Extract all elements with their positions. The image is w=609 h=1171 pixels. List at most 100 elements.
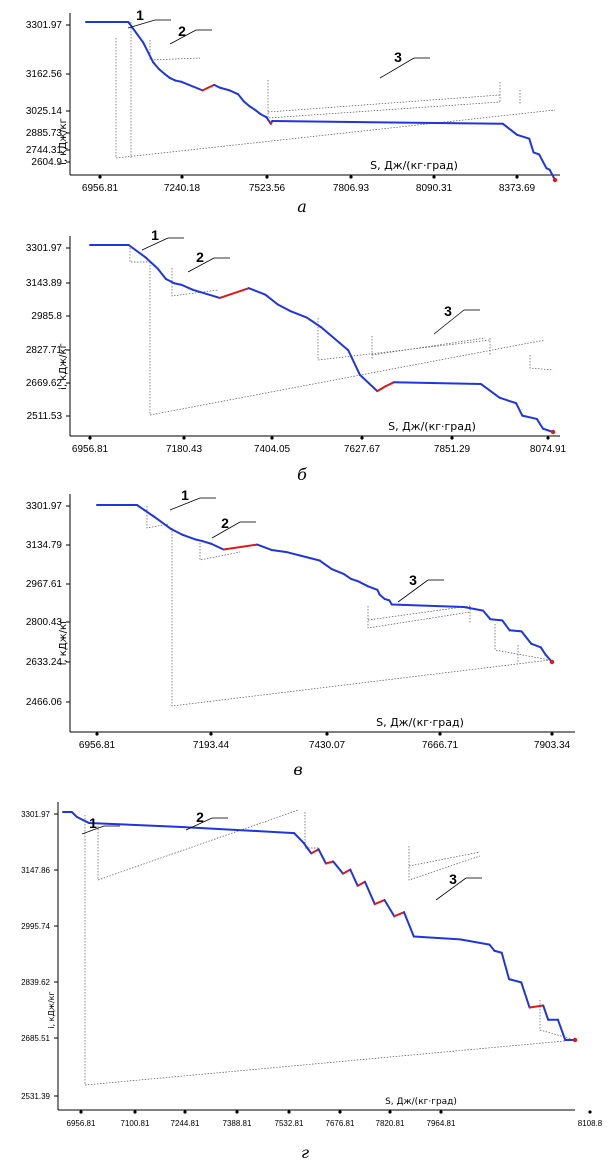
x-axis-label: S, Дж/(кг·град) — [385, 1097, 457, 1107]
x-tick-mark — [515, 175, 519, 179]
callout-number: 1 — [89, 815, 97, 831]
y-tick-label: 2885.73 — [26, 128, 63, 139]
x-tick-mark — [360, 436, 364, 440]
process-segment — [318, 559, 333, 571]
process-segment — [152, 515, 172, 530]
process-segment — [82, 819, 90, 824]
y-tick-label: 2466.06 — [26, 697, 63, 708]
y-tick-label: 3301.97 — [26, 20, 63, 31]
process-segment — [347, 349, 361, 376]
x-tick-label: 6956.81 — [72, 444, 109, 455]
x-tick-mark — [79, 1110, 83, 1114]
x-tick-mark — [270, 436, 274, 440]
process-segment — [330, 568, 345, 575]
y-tick-label: 2685.51 — [21, 1034, 50, 1043]
callout-number: 2 — [196, 809, 204, 825]
construction-line — [529, 355, 554, 371]
x-tick-label: 7430.07 — [309, 740, 346, 751]
x-tick-label: 7666.71 — [422, 740, 459, 751]
y-tick-label: 2839.62 — [21, 978, 50, 987]
callout-leader — [379, 57, 415, 79]
callout-number: 1 — [151, 227, 159, 243]
construction-line — [171, 528, 551, 707]
process-segment — [242, 100, 251, 108]
process-segment — [488, 943, 496, 952]
y-tick-label: 2985.8 — [31, 311, 62, 322]
y-axis-label: i, кДж/кг — [58, 619, 69, 666]
process-segment — [293, 832, 305, 845]
process-segment — [276, 303, 292, 313]
y-tick-label: 2800.43 — [26, 617, 63, 628]
x-tick-label: 7244.81 — [171, 1119, 200, 1128]
callout-leader — [397, 579, 429, 603]
panel-caption: в — [293, 760, 302, 779]
y-axis-label: i, кДж/кг — [58, 343, 69, 390]
y-tick-label: 2967.61 — [26, 579, 63, 590]
y-axis-label: i, кДж/кг — [58, 118, 69, 165]
process-segment — [191, 288, 221, 299]
construction-line — [408, 846, 481, 881]
process-segment — [332, 860, 344, 875]
process-segment — [349, 577, 360, 583]
process-segment — [142, 41, 155, 64]
process-segment — [384, 381, 395, 388]
process-segment — [498, 396, 518, 405]
construction-line — [494, 624, 551, 661]
callout-leader — [127, 19, 156, 29]
x-tick-mark — [450, 436, 454, 440]
process-segment — [168, 76, 177, 82]
x-tick-label: 6956.81 — [67, 1119, 96, 1128]
process-segment — [538, 153, 548, 170]
process-segment — [342, 572, 352, 580]
x-tick-mark — [183, 1110, 187, 1114]
process-segment — [181, 533, 196, 541]
process-segment — [302, 842, 313, 855]
process-segment — [493, 949, 503, 954]
chart-panel-б: 3301.97 3143.89 2985.8 2827.71 2669.62 2511.5… — [26, 227, 567, 484]
x-tick-label: 7806.93 — [333, 183, 370, 194]
y-tick-label: 2669.62 — [26, 378, 63, 389]
x-tick-label: 8074.91 — [530, 444, 567, 455]
process-segment — [135, 504, 155, 518]
end-point — [549, 659, 555, 665]
x-tick-label: 7240.18 — [164, 183, 201, 194]
construction-line — [149, 40, 201, 61]
process-segment — [515, 402, 524, 417]
process-segment — [521, 414, 538, 420]
process-segment — [393, 911, 406, 918]
construction-line — [84, 815, 576, 1086]
process-segment — [530, 642, 542, 649]
chart-panel-в: 3301.97 3134.79 2967.61 2800.43 2633.24 2466.… — [26, 487, 575, 779]
process-segment — [392, 381, 482, 385]
callout-number: 2 — [196, 249, 204, 265]
x-axis-label: S, Дж/(кг·град) — [370, 159, 458, 172]
process-segment — [247, 287, 267, 296]
x-tick-mark — [180, 175, 184, 179]
process-segment — [542, 1004, 550, 1021]
process-segment — [520, 981, 531, 1009]
x-tick-mark — [349, 175, 353, 179]
process-segment — [479, 382, 501, 399]
process-segment — [237, 93, 245, 103]
callout-leader — [211, 521, 241, 539]
end-point — [552, 177, 558, 183]
process-segment — [462, 605, 485, 612]
process-segment — [264, 293, 279, 306]
process-segment — [390, 603, 465, 608]
y-tick-label: 3162.56 — [26, 69, 63, 80]
process-segment — [75, 815, 85, 822]
y-tick-label: 3301.97 — [26, 501, 63, 512]
x-tick-label: 7180.43 — [166, 444, 203, 455]
x-tick-mark — [88, 436, 92, 440]
x-tick-label: 7820.81 — [376, 1119, 405, 1128]
x-tick-mark — [338, 1110, 342, 1114]
x-tick-mark — [95, 732, 99, 736]
process-segment — [501, 619, 511, 632]
callout-number: 3 — [444, 303, 452, 319]
y-tick-label: 2604.9 — [31, 157, 62, 168]
process-segment — [127, 244, 147, 259]
construction-line — [199, 540, 241, 561]
process-segment — [482, 609, 492, 621]
process-segment — [358, 373, 379, 393]
